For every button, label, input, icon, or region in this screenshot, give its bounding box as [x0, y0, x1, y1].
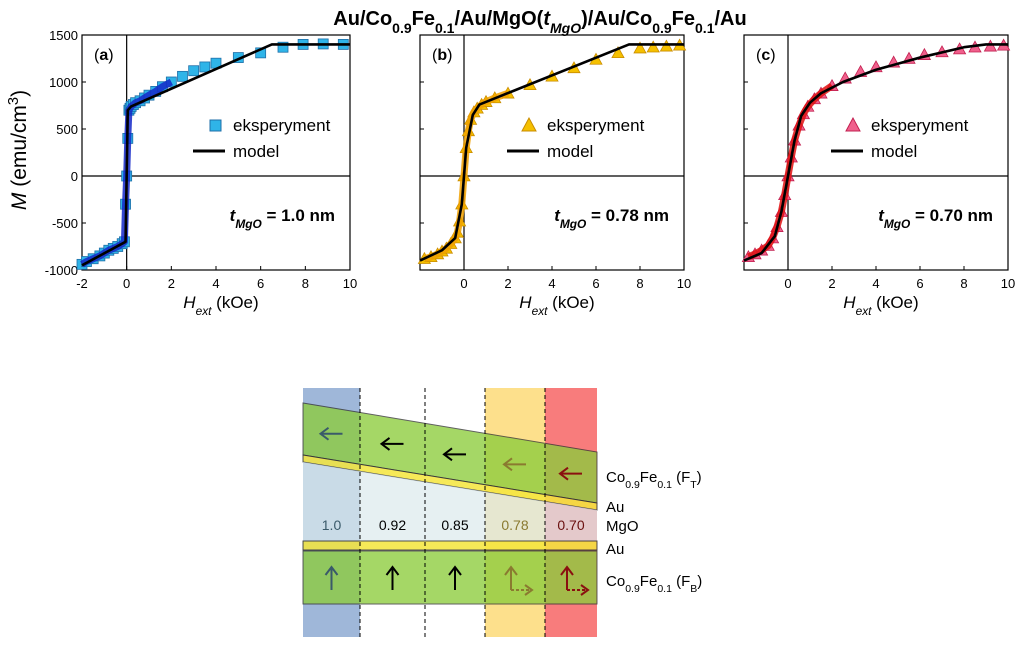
data-point: [188, 65, 200, 77]
x-tick-label: 8: [302, 276, 309, 291]
x-tick-label: 6: [592, 276, 599, 291]
magnetization-arrowhead-bottom: [385, 565, 400, 576]
x-tick-label: 2: [504, 276, 511, 291]
y-axis-label: M (emu/cm3): [6, 90, 31, 210]
x-tick-label: 4: [548, 276, 555, 291]
x-tick-label: 2: [168, 276, 175, 291]
label-fb: Co0.9Fe0.1 (FB): [606, 573, 702, 595]
magnetization-arrowhead-bottom: [324, 565, 339, 576]
magnetization-arrowhead-top: [318, 426, 330, 441]
thickness-label: 0.70: [557, 517, 584, 533]
y-tick-label: 500: [56, 122, 78, 137]
panel-label: (b): [432, 47, 452, 64]
thickness-label: 0.92: [379, 517, 406, 533]
magnetization-arrowhead-top: [502, 457, 513, 472]
mgo-layer: [303, 462, 597, 541]
x-tick-label: 4: [872, 276, 879, 291]
x-tick-label: 0: [460, 276, 467, 291]
x-tick-label: 0: [123, 276, 130, 291]
magnetization-arrowhead-bottom-dotted: [524, 584, 534, 596]
y-tick-label: -1000: [45, 263, 78, 278]
y-tick-label: -500: [52, 216, 78, 231]
model-line: [419, 43, 684, 262]
label-au-bottom: Au: [606, 541, 624, 558]
x-tick-label: 8: [636, 276, 643, 291]
x-axis-label: Hext (kOe): [519, 293, 594, 318]
legend-marker: [845, 116, 861, 132]
legend-marker: [209, 119, 222, 132]
legend-label-experiment: eksperyment: [871, 116, 969, 135]
x-axis-label: Hext (kOe): [843, 293, 918, 318]
thickness-label: 0.85: [441, 517, 468, 533]
data-point: [646, 40, 660, 53]
magnetization-arrowhead-bottom-dotted: [580, 584, 590, 596]
figure-title: Au/Co0.9Fe0.1/Au/MgO(tMgO)/Au/Co0.9Fe0.1…: [333, 8, 746, 36]
y-tick-label: 1000: [49, 75, 78, 90]
legend-marker: [521, 116, 537, 132]
x-tick-label: 6: [916, 276, 923, 291]
legend-label-model: model: [233, 142, 279, 161]
data-point: [277, 41, 289, 53]
x-tick-label: 10: [343, 276, 357, 291]
legend-label-experiment: eksperyment: [233, 116, 331, 135]
chart-panel-a: -2 0 2 4 6 8 10 -1000 -500 0 500 1000 1500 Hext (kOe)…: [45, 28, 357, 318]
magnetization-arrowhead-top: [558, 466, 569, 481]
magnetization-arrowhead-bottom: [504, 565, 518, 576]
model-line: [81, 43, 350, 267]
y-tick-label: 0: [71, 169, 78, 184]
x-tick-label: -2: [76, 276, 88, 291]
panel-label: (a): [94, 47, 114, 64]
panel-label: (c): [756, 47, 776, 64]
label-au-top: Au: [606, 499, 624, 516]
au-bottom-layer: [302, 540, 598, 551]
thickness-label: 1.0: [322, 517, 342, 533]
magnetization-arrowhead-bottom: [560, 565, 574, 576]
thickness-annotation: tMgO = 0.70 nm: [878, 206, 993, 231]
thickness-annotation: tMgO = 0.78 nm: [554, 206, 669, 231]
thickness-label: 0.78: [501, 517, 528, 533]
data-point: [199, 61, 211, 73]
magnetization-arrowhead-top: [379, 437, 391, 451]
fb-layer: [302, 550, 598, 605]
x-axis-label: Hext (kOe): [183, 293, 258, 318]
label-mgo: MgO: [606, 518, 639, 535]
layer-diagram: 1.0 0.92 0.85 0.78 0.70 Co0.9Fe0.1 (FT) Au MgO A…: [302, 388, 702, 637]
data-point: [611, 46, 625, 59]
y-tick-label: 1500: [49, 28, 78, 43]
legend-label-experiment: eksperyment: [547, 116, 645, 135]
x-tick-label: 8: [960, 276, 967, 291]
x-tick-label: 6: [257, 276, 264, 291]
legend-label-model: model: [547, 142, 593, 161]
x-tick-label: 10: [1001, 276, 1015, 291]
chart-panel-c: 0 2 4 6 8 10 Hext (kOe) (c) eksperyment model tMgO…: [741, 34, 1015, 318]
label-ft: Co0.9Fe0.1 (FT): [606, 469, 702, 491]
x-tick-label: 0: [784, 276, 791, 291]
data-bundle: [747, 82, 834, 261]
chart-panel-b: 0 2 4 6 8 10 Hext (kOe) (b) eksperyment model tMgO…: [417, 34, 691, 318]
model-line: [743, 43, 1008, 262]
legend-label-model: model: [871, 142, 917, 161]
data-point: [177, 70, 188, 82]
x-tick-label: 10: [677, 276, 691, 291]
thickness-annotation: tMgO = 1.0 nm: [230, 206, 335, 231]
x-tick-label: 2: [828, 276, 835, 291]
magnetization-arrowhead-top: [442, 447, 453, 462]
magnetization-arrowhead-bottom: [448, 565, 462, 576]
x-tick-label: 4: [212, 276, 219, 291]
data-point: [633, 41, 647, 54]
